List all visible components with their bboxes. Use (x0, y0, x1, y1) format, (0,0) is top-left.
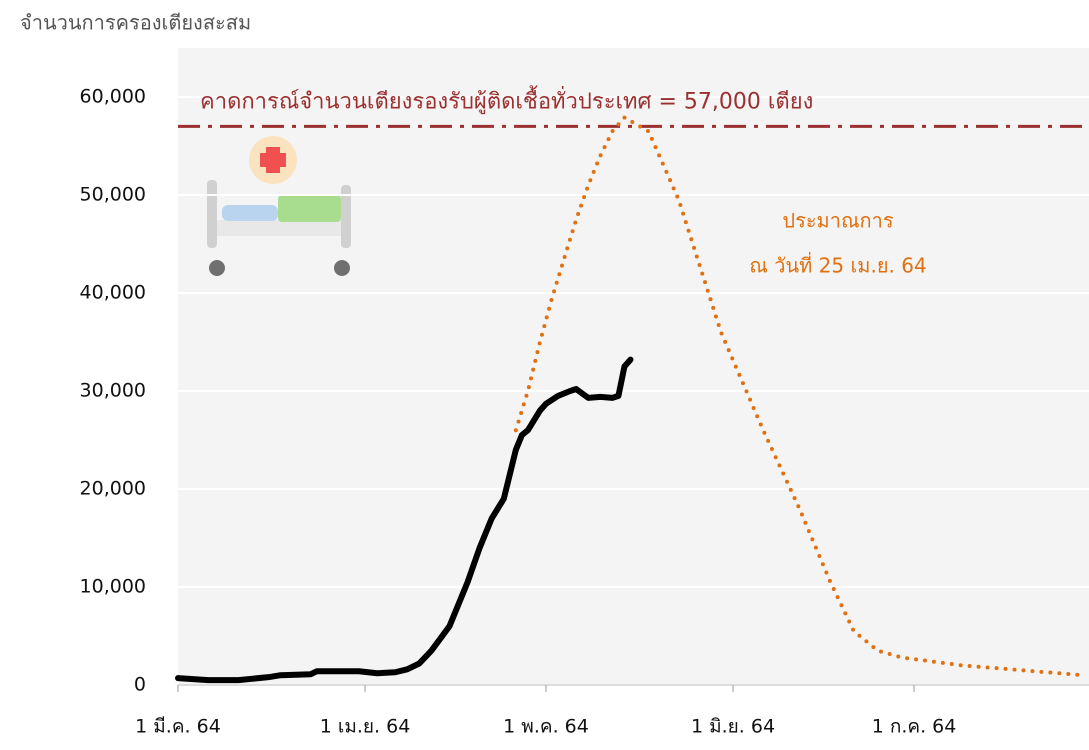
annotation: ณ วันที่ 25 เม.ย. 64 (749, 252, 926, 278)
y-tick-label: 20,000 (80, 478, 146, 500)
y-axis-label: จำนวนการครองเตียงสะสม (20, 11, 251, 35)
x-tick-label: 1 ก.ค. 64 (872, 716, 957, 738)
annotation: ประมาณการ (782, 209, 893, 233)
y-tick-label: 10,000 (80, 576, 146, 598)
x-tick-label: 1 เม.ย. 64 (320, 716, 411, 738)
x-tick-label: 1 พ.ค. 64 (503, 716, 589, 738)
chart: จำนวนการครองเตียงสะสม 0 10,000 20,000 30,00… (0, 0, 1089, 750)
y-tick-label: 30,000 (80, 380, 146, 402)
x-tick-label: 1 มี.ค. 64 (135, 716, 221, 738)
y-tick-label: 60,000 (80, 86, 146, 108)
y-tick-label: 50,000 (80, 184, 146, 206)
plot-background (178, 48, 1089, 685)
y-tick-label: 0 (134, 674, 146, 696)
x-tick-label: 1 มิ.ย. 64 (691, 716, 775, 738)
reference-label: คาดการณ์จำนวนเตียงรองรับผู้ติดเชื้อทั่วป… (200, 85, 813, 114)
y-tick-label: 40,000 (80, 282, 146, 304)
